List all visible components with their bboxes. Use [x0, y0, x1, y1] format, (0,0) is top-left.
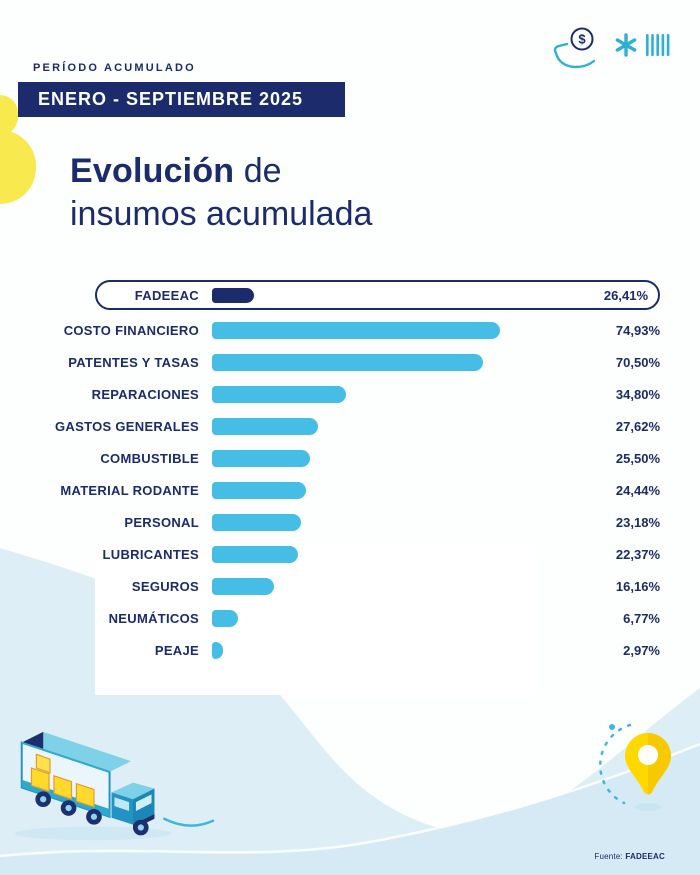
chart-row-value: 16,16%: [615, 578, 660, 594]
source-label: Fuente:: [594, 852, 623, 861]
chart-row: GASTOS GENERALES 27,62%: [40, 416, 660, 436]
period-banner: ENERO - SEPTIEMBRE 2025: [18, 82, 346, 117]
chart-bar: [212, 577, 275, 595]
coin-dollar-symbol: $: [578, 32, 586, 47]
chart-bar-track: [212, 449, 520, 467]
chart-bar-track: [212, 481, 520, 499]
chart-bar-track: [212, 641, 520, 659]
chart-white-backdrop: [95, 545, 535, 695]
chart-row-value: 24,44%: [615, 482, 660, 498]
chart-row-label: PERSONAL: [124, 514, 199, 530]
chart-bar: [212, 321, 501, 339]
chart-row-label: PATENTES Y TASAS: [68, 354, 199, 370]
chart-bar-track: [212, 609, 520, 627]
chart-row-value: 23,18%: [615, 514, 660, 530]
chart-bar: [212, 287, 254, 303]
title-bold-word: Evolución: [70, 152, 235, 190]
chart-row-value: 22,37%: [615, 546, 660, 562]
chart-row: PERSONAL 23,18%: [40, 512, 660, 532]
title-rest-word: de: [234, 152, 282, 190]
chart-row-label: COMBUSTIBLE: [100, 450, 199, 466]
source-value: FADEEAC: [625, 852, 665, 861]
chart-bar-track: [212, 545, 520, 563]
chart-row: MATERIAL RODANTE 24,44%: [40, 480, 660, 500]
chart-row-label: LUBRICANTES: [102, 546, 199, 562]
hand-coin-icon: $: [553, 27, 596, 69]
chart-bar-track: [212, 385, 520, 403]
tally-bars-icon: [646, 34, 670, 56]
chart-bar: [212, 513, 302, 531]
location-pin-icon: [599, 723, 671, 811]
chart-row-value: 34,80%: [615, 386, 660, 402]
chart-bar: [212, 385, 346, 403]
title-line2: insumos acumulada: [70, 194, 373, 233]
chart-row-value: 25,50%: [615, 450, 660, 466]
asterisk-icon: [615, 33, 637, 57]
chart-row-value: 2,97%: [623, 642, 660, 658]
chart-row: COMBUSTIBLE 25,50%: [40, 448, 660, 468]
chart-row-label: PEAJE: [154, 642, 199, 658]
chart-row-label: FADEEAC: [134, 287, 199, 303]
chart-row: LUBRICANTES 22,37%: [40, 544, 660, 564]
chart-row: PEAJE 2,97%: [40, 640, 660, 660]
chart-row: SEGUROS 16,16%: [40, 576, 660, 596]
title-line1: Evolución de: [70, 150, 372, 193]
chart-row-label: GASTOS GENERALES: [55, 418, 199, 434]
chart-bar: [212, 609, 239, 627]
chart-bar: [212, 481, 307, 499]
chart-row-highlight: FADEEAC 26,41%: [95, 280, 660, 310]
chart-bar-track: [212, 353, 520, 371]
chart-row-label: COSTO FINANCIERO: [63, 322, 199, 338]
period-label: PERÍODO ACUMULADO: [33, 62, 196, 74]
swoosh-line: [163, 817, 215, 827]
chart-row-value: 26,41%: [603, 287, 648, 303]
chart-row-value: 27,62%: [615, 418, 660, 434]
chart-bar-track: [212, 577, 520, 595]
chart-bar: [212, 449, 311, 467]
chart-row-label: MATERIAL RODANTE: [60, 482, 199, 498]
chart-bar: [212, 545, 299, 563]
chart-row-value: 70,50%: [615, 354, 660, 370]
chart-row-value: 74,93%: [615, 322, 660, 338]
chart-bar: [212, 353, 484, 371]
chart-row-label: SEGUROS: [131, 578, 199, 594]
chart-bar: [212, 417, 319, 435]
chart-row: NEUMÁTICOS 6,77%: [40, 608, 660, 628]
truck-illustration: [14, 731, 215, 841]
bar-chart: FADEEAC 26,41% COSTO FINANCIERO 74,93% PATEN…: [40, 280, 660, 672]
chart-row: PATENTES Y TASAS 70,50%: [40, 352, 660, 372]
page-title: Evolución de insumos acumulada: [70, 150, 372, 235]
yellow-halfcircle-small: [0, 95, 18, 135]
chart-row: REPARACIONES 34,80%: [40, 384, 660, 404]
chart-row: COSTO FINANCIERO 74,93%: [40, 320, 660, 340]
chart-bar-track: [212, 287, 520, 303]
chart-bar-track: [212, 417, 520, 435]
source-credit: Fuente: FADEEAC: [594, 852, 665, 861]
chart-bar: [212, 641, 224, 659]
chart-row-value: 6,77%: [623, 610, 660, 626]
chart-bar-track: [212, 513, 520, 531]
chart-bar-track: [212, 321, 520, 339]
chart-row-label: NEUMÁTICOS: [108, 610, 199, 626]
chart-row-label: REPARACIONES: [91, 386, 199, 402]
header-icons: $: [548, 26, 672, 72]
